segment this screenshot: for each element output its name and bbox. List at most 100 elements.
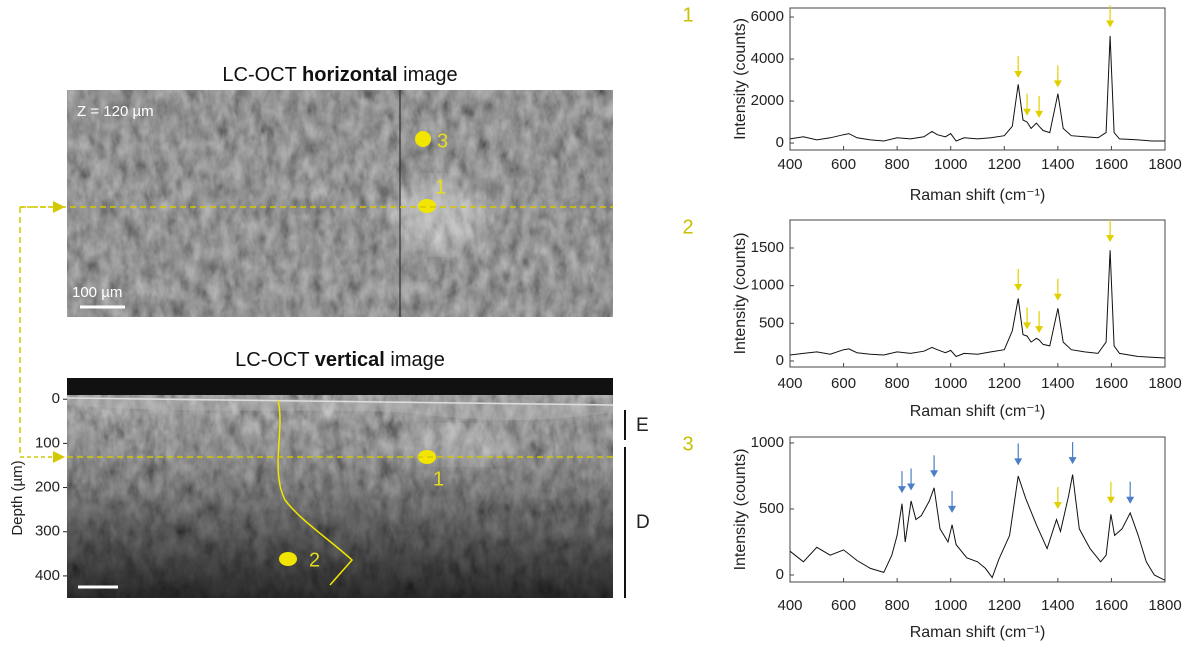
y-tick-label: 2000 [751, 92, 784, 109]
y-axis-label: Intensity (counts) [732, 233, 749, 355]
arrow-head [1106, 235, 1114, 242]
y-tick-label: 1000 [751, 434, 784, 451]
x-tick-label: 1400 [1041, 597, 1074, 614]
spot [418, 199, 436, 213]
panel-label: 1 [682, 4, 693, 26]
spot-label: 1 [435, 176, 446, 198]
plot-frame [790, 220, 1165, 367]
y-tick-label: 0 [776, 566, 784, 583]
x-tick-label: 1000 [934, 597, 967, 614]
panel-label: 3 [682, 433, 693, 455]
peak-arrow [1069, 442, 1077, 464]
arrow-head [1023, 322, 1031, 329]
peak-arrow [1054, 65, 1062, 87]
y-axis-label: Intensity (counts) [732, 449, 749, 571]
panel-label: 2 [682, 216, 693, 238]
x-tick-label: 1800 [1148, 156, 1181, 173]
peak-arrow [907, 468, 915, 490]
peak-arrow [898, 471, 906, 493]
scale-label: 100 µm [72, 284, 122, 301]
arrow-head [1014, 71, 1022, 78]
peak-arrow [1014, 443, 1022, 465]
x-tick-label: 1000 [934, 375, 967, 392]
peak-arrow [1107, 482, 1115, 504]
x-tick-label: 1000 [934, 156, 967, 173]
peak-arrow [1023, 94, 1031, 116]
plot-frame [790, 437, 1165, 582]
arrow-head [1023, 109, 1031, 116]
arrow-head [948, 506, 956, 513]
x-tick-label: 600 [831, 597, 856, 614]
arrow-head [1107, 497, 1115, 504]
y-tick-label: 500 [759, 500, 784, 517]
arrow-head [1054, 80, 1062, 87]
peak-arrow [1014, 269, 1022, 291]
spot-label: 1 [433, 468, 444, 490]
spot-label: 3 [437, 130, 448, 152]
arrow-head [1035, 111, 1043, 118]
x-tick-label: 400 [777, 156, 802, 173]
peak-arrow [1106, 6, 1114, 28]
peak-arrow [1106, 220, 1114, 242]
spectrum-line [790, 250, 1165, 358]
arrow-head [1106, 21, 1114, 28]
peak-arrow [1014, 56, 1022, 78]
image-title: LC-OCT horizontal image [222, 64, 457, 86]
y-axis-label: Intensity (counts) [732, 18, 749, 140]
arrow-head [1126, 497, 1134, 504]
x-tick-label: 1200 [988, 156, 1021, 173]
x-tick-label: 1600 [1095, 375, 1128, 392]
y-tick-label: 400 [35, 567, 60, 584]
y-tick-label: 6000 [751, 8, 784, 25]
y-axis-label: Depth (µm) [9, 460, 26, 535]
peak-arrow [1054, 487, 1062, 509]
peak-arrow [1035, 311, 1043, 333]
x-axis-label: Raman shift (cm⁻¹) [910, 624, 1046, 641]
title-part: LC-OCT [222, 64, 302, 86]
title-part: horizontal [302, 64, 398, 86]
arrow-head [1014, 458, 1022, 465]
y-tick-label: 100 [35, 434, 60, 451]
arrow-head [907, 483, 915, 490]
x-tick-label: 1800 [1148, 597, 1181, 614]
peak-arrow [1023, 307, 1031, 329]
x-tick-label: 800 [885, 375, 910, 392]
peak-arrow [930, 455, 938, 477]
x-tick-label: 1600 [1095, 597, 1128, 614]
y-tick-label: 4000 [751, 50, 784, 67]
x-tick-label: 600 [831, 375, 856, 392]
spectrum-line [790, 475, 1165, 581]
x-tick-label: 1800 [1148, 375, 1181, 392]
x-tick-label: 1200 [988, 597, 1021, 614]
x-tick-label: 1600 [1095, 156, 1128, 173]
title-part: vertical [315, 349, 385, 371]
arrow-head [1054, 502, 1062, 509]
arrow-head [1014, 284, 1022, 291]
x-axis-label: Raman shift (cm⁻¹) [910, 403, 1046, 420]
peak-arrow [948, 491, 956, 513]
y-tick-label: 500 [759, 314, 784, 331]
x-tick-label: 1400 [1041, 156, 1074, 173]
y-tick-label: 0 [776, 352, 784, 369]
title-part: image [398, 64, 458, 86]
spot-label: 2 [309, 549, 320, 571]
layer-label: D [636, 512, 650, 533]
x-tick-label: 600 [831, 156, 856, 173]
y-tick-label: 1500 [751, 239, 784, 256]
figure: LC-OCT horizontal image Z = 120 µm 100 µ… [0, 0, 1190, 645]
x-tick-label: 1400 [1041, 375, 1074, 392]
spot [415, 131, 431, 147]
y-tick-label: 1000 [751, 277, 784, 294]
spot [279, 552, 297, 566]
y-tick-label: 200 [35, 479, 60, 496]
arrow-head [1069, 457, 1077, 464]
spectrum-line [790, 36, 1165, 141]
peak-arrow [1126, 482, 1134, 504]
arrow-head [1054, 294, 1062, 301]
x-axis-label: Raman shift (cm⁻¹) [910, 187, 1046, 204]
peak-arrow [1035, 96, 1043, 118]
y-tick-label: 300 [35, 523, 60, 540]
arrow-head [898, 486, 906, 493]
x-tick-label: 800 [885, 597, 910, 614]
peak-arrow [1054, 279, 1062, 301]
